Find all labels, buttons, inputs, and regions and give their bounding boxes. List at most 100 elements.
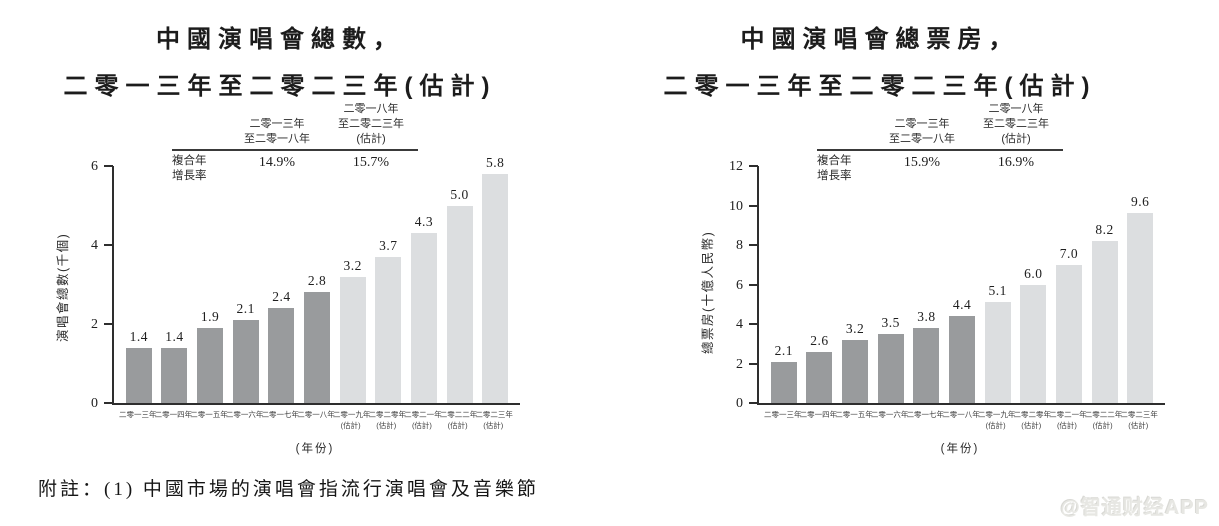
- x-tick-label: 二零二一年 (估計): [1049, 410, 1087, 430]
- bar-value-label: 2.1: [236, 301, 255, 317]
- bar: [232, 320, 259, 403]
- y-tick-label: 8: [736, 238, 743, 253]
- cagr-col2-header-line2: 至二零二三年: [983, 118, 1049, 130]
- cagr-col1-header: 二零一三年 至二零一八年: [230, 117, 324, 147]
- bar: [410, 233, 437, 403]
- bar-value-label: 2.1: [774, 342, 793, 358]
- x-tick-label: 二零二二年 (估計): [439, 410, 478, 430]
- bar-slot: 2.8: [299, 273, 335, 403]
- box-office-chart-panel: 中國演唱會總票房， 二零一三年至二零二三年(估計) 二零一三年 至二零一八年 二…: [645, 0, 1219, 470]
- chart-title-line2: 二零一三年至二零二三年(估計): [63, 73, 497, 100]
- y-tick-label: 2: [736, 356, 743, 372]
- bar-slot: 2.6: [802, 333, 838, 403]
- x-tick-label: 二零一九年 (估計): [332, 410, 371, 430]
- bar-slot: 5.0: [442, 187, 478, 403]
- x-tick-label: 二零二零年 (估計): [368, 410, 406, 430]
- cagr-corner-cell: [817, 102, 875, 147]
- x-tick-label: 二零一四年: [154, 410, 193, 419]
- plot-area: 2.1 2.6 3.2 3.5 3.8 4.4 5.1 6.0 7.0 8.2 9.6 0 2 4 6 8 1…: [729, 159, 1165, 411]
- bar-value-label: 4.3: [414, 214, 434, 230]
- y-tick-label: 10: [729, 198, 743, 214]
- footnote: 附註：(1) 中國市場的演唱會指流行演唱會及音樂節: [38, 479, 539, 500]
- bar-value-label: 2.8: [307, 273, 327, 289]
- cagr-col1-header-line2: 至二零一八年: [889, 133, 955, 145]
- x-tick-label: 二零二三年 (估計): [475, 410, 513, 430]
- cagr-value-2018-2023: 16.9%: [997, 155, 1035, 170]
- bar-value-label: 9.6: [1131, 194, 1150, 210]
- bar-slot: 3.2: [837, 321, 873, 403]
- x-tick-label: 二零一六年: [225, 410, 264, 419]
- bar-slot: 4.4: [944, 297, 980, 403]
- bar-value-label: 3.8: [917, 308, 936, 324]
- x-tick-label: 二零一三年: [764, 410, 802, 419]
- cagr-row-label: 複合年 增長率: [172, 154, 230, 184]
- y-axis-tick: [749, 204, 758, 207]
- bar-slot: 3.7: [370, 238, 406, 403]
- bar: [161, 347, 188, 403]
- bar-slot: 6.0: [1015, 265, 1051, 403]
- bar: [268, 308, 295, 403]
- y-tick-label: 0: [91, 396, 98, 411]
- cagr-row-label-line1: 複合年: [172, 155, 207, 167]
- bar-slot: 3.5: [873, 315, 909, 403]
- chart-title-line1: 中國演唱會總票房，: [740, 26, 1020, 53]
- cagr-corner-cell: [172, 102, 230, 147]
- bar-value-label: 5.1: [988, 283, 1007, 299]
- bar-value-label: 8.2: [1095, 222, 1114, 238]
- x-tick-label: 二零一九年 (估計): [977, 410, 1016, 430]
- y-axis-tick: [749, 165, 758, 167]
- y-axis-tick: [104, 165, 113, 167]
- x-tick-label: 二零二三年 (估計): [1120, 410, 1158, 430]
- y-axis-tick: [749, 323, 758, 325]
- cagr-value-2013-2018: 15.9%: [903, 155, 941, 170]
- cagr-value-2013-2018: 14.9%: [258, 155, 296, 170]
- x-tick-label: 二零一五年: [835, 410, 873, 419]
- bar: [446, 205, 473, 403]
- bar-slot: 3.2: [335, 258, 371, 403]
- bar-value-label: 7.0: [1059, 245, 1079, 261]
- x-tick-label: 二零一三年: [119, 410, 157, 419]
- bar-slot: 1.4: [121, 329, 157, 403]
- x-tick-label: 二零二零年 (估計): [1013, 410, 1051, 430]
- bar-value-label: 3.2: [343, 257, 362, 273]
- bar-slot: 8.2: [1087, 222, 1123, 403]
- bar-slot: 2.1: [228, 301, 264, 403]
- cagr-col2-header: 二零一八年 至二零二三年 (估計): [324, 102, 418, 147]
- x-tick-label: 二零一六年: [870, 410, 909, 419]
- cagr-value-row: 複合年 增長率 14.9% 15.7%: [172, 151, 418, 184]
- bar: [482, 173, 509, 403]
- x-axis-title: (年份): [295, 443, 335, 455]
- cagr-value-2018-2023: 15.7%: [352, 155, 390, 170]
- chart-title-line2: 二零一三年至二零二三年(估計): [663, 73, 1097, 100]
- bar-value-label: 1.4: [129, 328, 148, 344]
- x-tick-label: 二零一七年: [906, 410, 945, 419]
- cagr-col2-header-line1: 二零一八年: [343, 103, 399, 115]
- bar: [842, 339, 869, 403]
- cagr-col2-header-line3: (估計): [356, 133, 386, 145]
- y-tick-label: 6: [736, 277, 743, 293]
- cagr-col2-header-line3: (估計): [1001, 133, 1031, 145]
- x-tick-label: 二零一八年: [297, 410, 335, 419]
- cagr-row-label-line2: 增長率: [817, 170, 852, 182]
- y-axis-tick: [104, 402, 113, 404]
- cagr-table: 二零一三年 至二零一八年 二零一八年 至二零二三年 (估計) 複合年 增長率 1…: [172, 102, 418, 184]
- bar: [1055, 264, 1082, 403]
- bar-slot: 3.8: [909, 309, 945, 403]
- bar-slot: 1.9: [192, 309, 228, 403]
- bar: [339, 276, 366, 403]
- bar-slot: 1.4: [157, 329, 193, 403]
- x-tick-label: 二零一八年: [942, 410, 980, 419]
- chart-title: 中國演唱會總票房， 二零一三年至二零二三年(估計): [600, 16, 1160, 110]
- y-tick-label: 0: [736, 396, 743, 411]
- x-axis-labels: 二零一三年 二零一四年 二零一五年 二零一六年 二零一七年 二零一八年 二零一九年 (估計) 二…: [112, 409, 518, 431]
- bar-slot: 4.3: [406, 214, 442, 403]
- bar-value-label: 1.4: [165, 328, 184, 344]
- cagr-col2-header-line1: 二零一八年: [988, 103, 1044, 115]
- y-tick-label: 4: [91, 238, 98, 253]
- bars-container: 1.4 1.4 1.9 2.1 2.4 2.8 3.2 3.7 4.3 5.0 5.8: [114, 155, 520, 403]
- cagr-row-label: 複合年 增長率: [817, 154, 875, 184]
- bar-slot: 2.4: [264, 289, 300, 403]
- bar-value-label: 6.0: [1024, 265, 1043, 281]
- bar-slot: 7.0: [1051, 246, 1087, 403]
